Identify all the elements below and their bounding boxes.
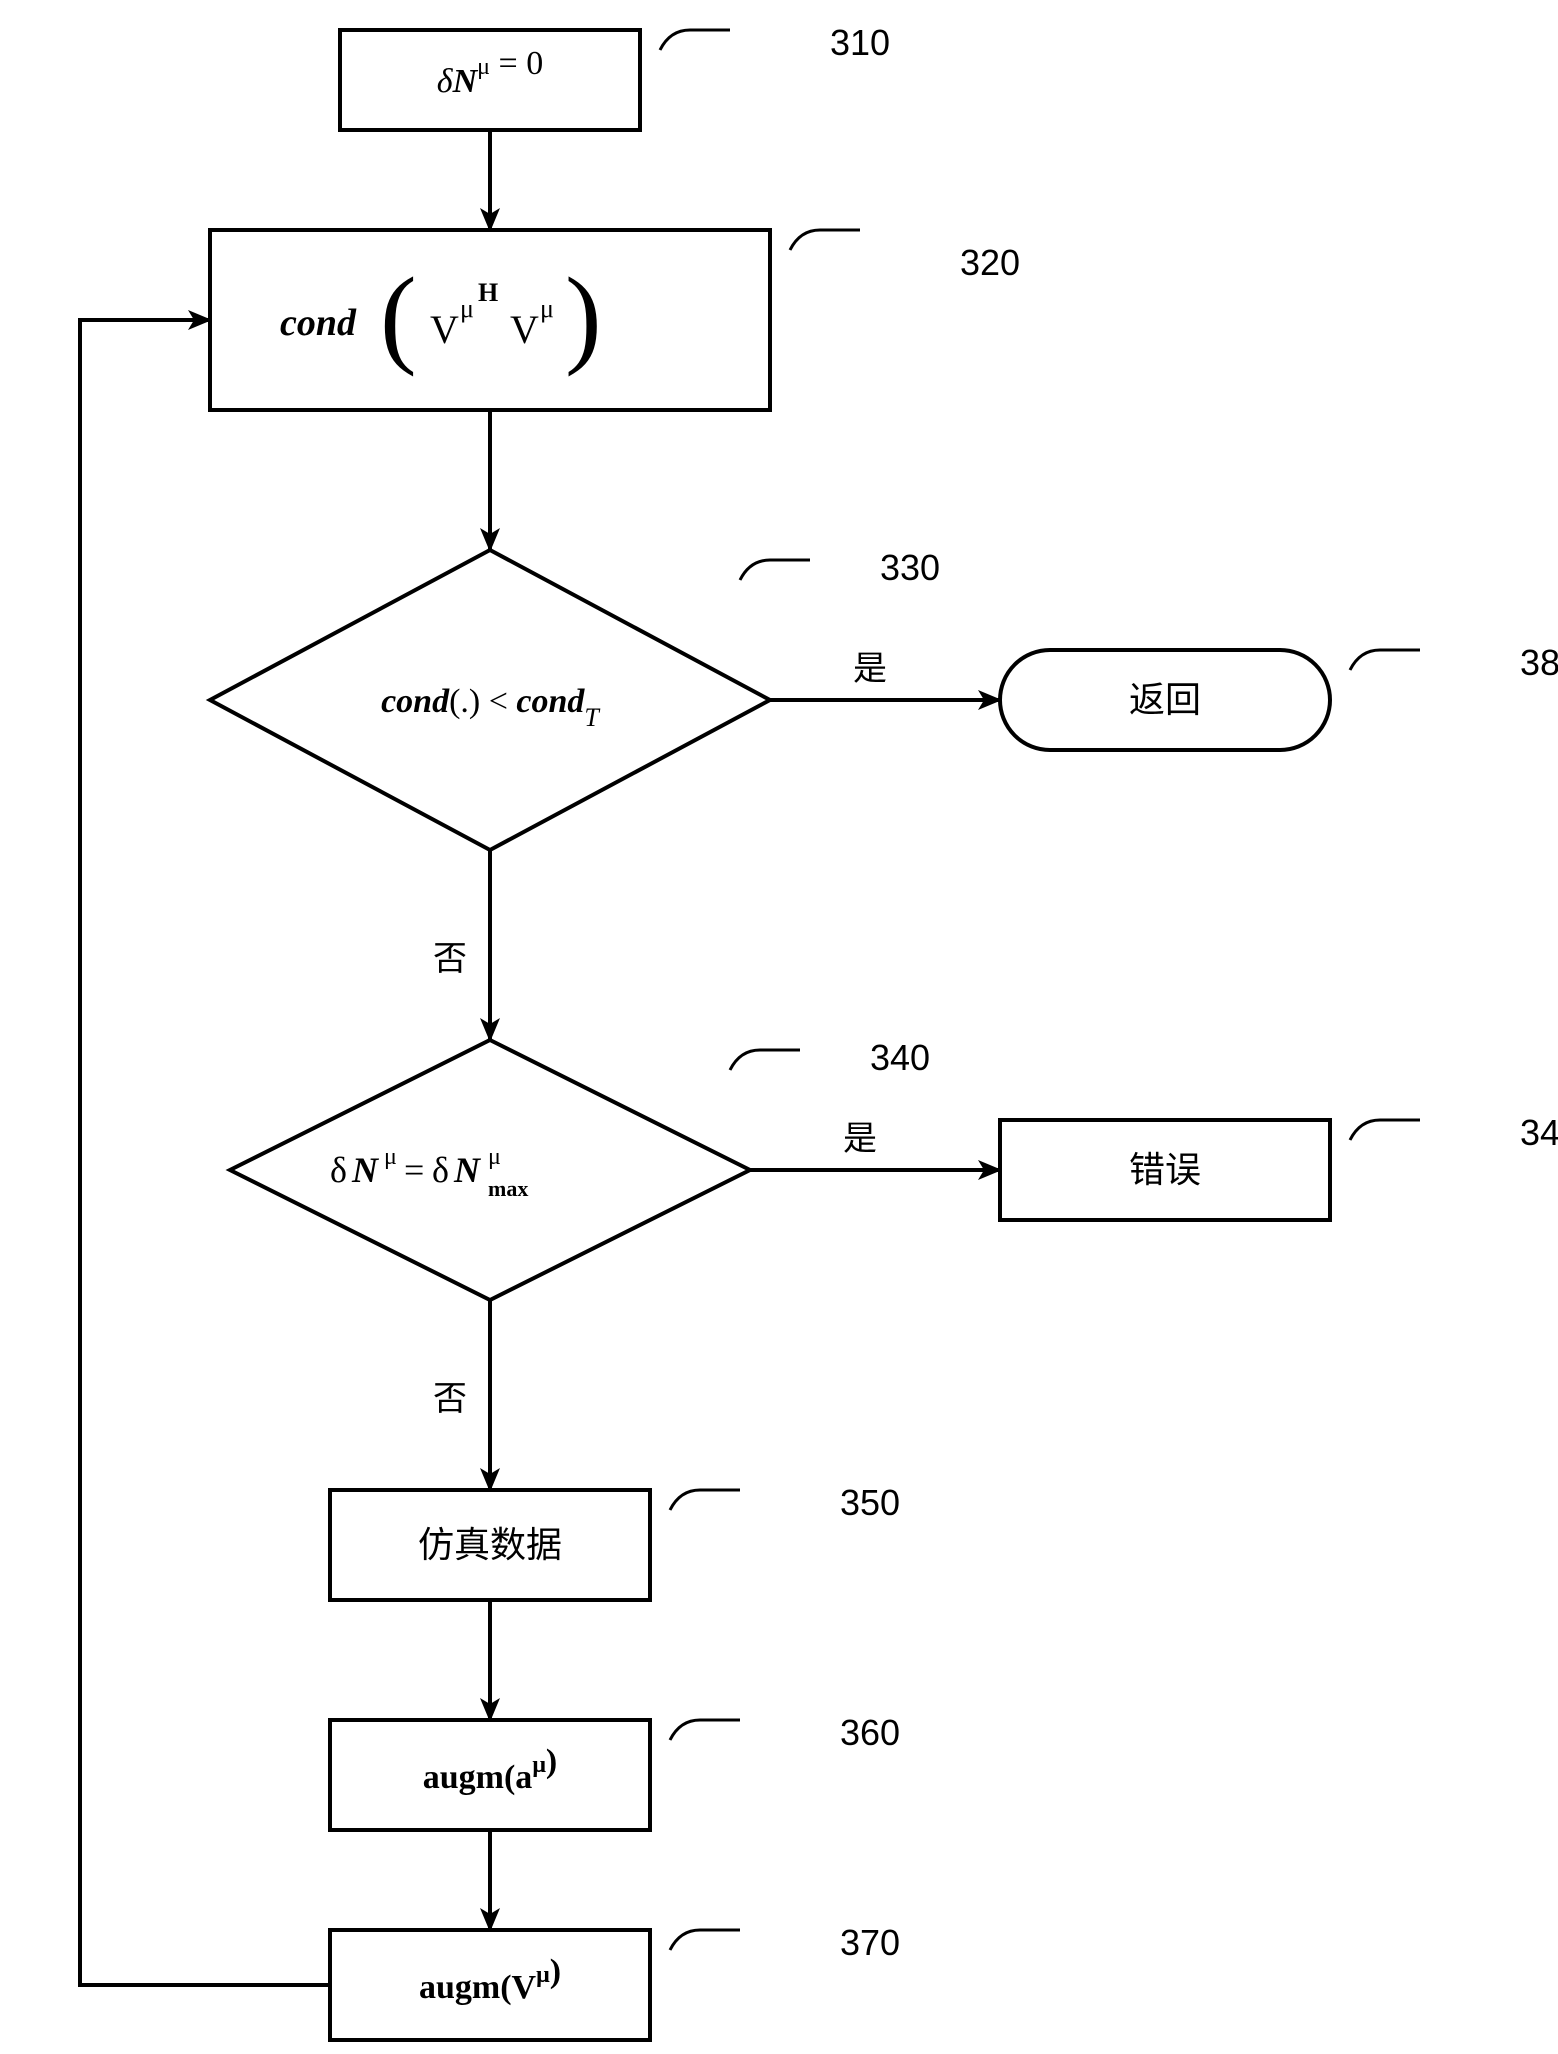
svg-text:(: (	[380, 255, 417, 377]
svg-text:380: 380	[1520, 642, 1558, 683]
svg-text:δ: δ	[432, 1150, 449, 1190]
svg-text:cond: cond	[280, 302, 357, 344]
svg-text:): )	[565, 255, 602, 377]
svg-text:μ: μ	[540, 294, 554, 323]
svg-text:370: 370	[840, 1922, 900, 1963]
svg-text:330: 330	[880, 547, 940, 588]
svg-text:返回: 返回	[1129, 679, 1201, 720]
svg-text:N: N	[351, 1150, 380, 1190]
svg-text:H: H	[478, 278, 498, 307]
svg-text:320: 320	[960, 242, 1020, 283]
svg-text:345: 345	[1520, 1112, 1558, 1153]
svg-text:V: V	[510, 307, 539, 352]
svg-text:360: 360	[840, 1712, 900, 1753]
svg-text:错误: 错误	[1129, 1149, 1201, 1190]
edge-label: 否	[433, 1380, 467, 1418]
edge-label: 是	[843, 1120, 877, 1158]
svg-text:仿真数据: 仿真数据	[418, 1524, 562, 1565]
svg-text:350: 350	[840, 1482, 900, 1523]
edge-label: 是	[853, 650, 887, 688]
node-n345: 错误	[1000, 1120, 1330, 1220]
svg-text:310: 310	[830, 22, 890, 63]
edge-label: 否	[433, 940, 467, 978]
svg-text:μ: μ	[460, 294, 474, 323]
svg-text:μ: μ	[384, 1144, 397, 1170]
svg-text:μ: μ	[488, 1144, 501, 1170]
node-n350: 仿真数据	[330, 1490, 650, 1600]
svg-text:max: max	[488, 1176, 528, 1201]
node-n380: 返回	[1000, 650, 1330, 750]
node-n340	[230, 1040, 750, 1300]
svg-text:N: N	[453, 1150, 482, 1190]
svg-text:δ: δ	[330, 1150, 347, 1190]
svg-text:340: 340	[870, 1037, 930, 1078]
svg-text:V: V	[430, 307, 459, 352]
svg-text:=: =	[404, 1150, 424, 1190]
